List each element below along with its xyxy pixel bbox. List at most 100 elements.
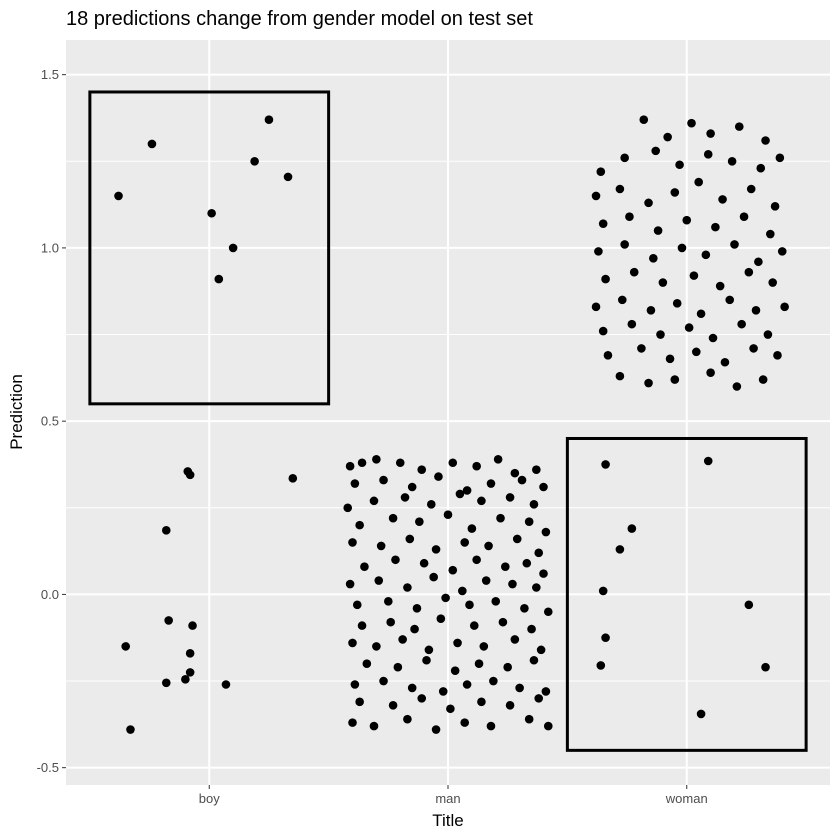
data-point-woman: [773, 351, 782, 360]
data-point-man: [374, 576, 384, 585]
data-point-man: [512, 534, 522, 544]
data-point-man: [508, 579, 517, 589]
data-point-man: [510, 635, 520, 644]
data-point-woman: [670, 375, 680, 384]
data-point-man: [491, 597, 501, 606]
data-point-man: [460, 538, 470, 547]
data-point-woman: [601, 274, 610, 284]
data-point-man: [419, 558, 429, 568]
y-tick-label: 1.5: [41, 67, 59, 82]
data-point-man: [345, 579, 355, 589]
data-point-man: [407, 683, 417, 693]
data-point-woman: [725, 295, 735, 305]
x-tick-label-man: man: [435, 791, 460, 806]
data-point-woman: [711, 222, 720, 232]
data-point-man: [472, 555, 481, 565]
data-point-man: [417, 465, 427, 474]
data-point-man: [458, 586, 467, 596]
data-point-man: [515, 683, 524, 693]
data-point-man: [372, 454, 381, 464]
data-point-woman: [625, 212, 634, 222]
data-point-woman: [620, 240, 629, 249]
data-point-man: [410, 624, 419, 634]
data-point-woman: [701, 250, 711, 260]
data-point-man: [539, 482, 548, 492]
data-point-woman: [646, 305, 656, 315]
data-point-man: [348, 538, 357, 547]
data-point-woman: [730, 240, 739, 249]
data-point-boy: [264, 115, 274, 124]
data-point-man: [426, 500, 436, 509]
data-point-man: [357, 621, 367, 630]
data-point-woman: [603, 351, 613, 360]
data-point-woman: [761, 662, 770, 672]
data-point-woman: [675, 160, 684, 170]
data-point-man: [345, 461, 355, 471]
data-point-man: [467, 524, 477, 533]
data-point-man: [450, 666, 460, 675]
data-point-man: [355, 697, 364, 707]
data-point-woman: [672, 299, 682, 308]
data-point-man: [524, 714, 534, 724]
data-point-boy: [114, 191, 123, 201]
data-point-man: [493, 454, 503, 464]
data-point-man: [348, 718, 357, 727]
data-point-man: [350, 479, 360, 488]
data-point-man: [534, 548, 544, 558]
data-point-woman: [637, 344, 646, 353]
data-point-woman: [596, 167, 606, 176]
data-point-woman: [601, 633, 610, 643]
data-point-man: [393, 662, 403, 672]
data-point-woman: [598, 219, 608, 228]
data-point-woman: [677, 243, 687, 253]
data-point-man: [388, 513, 398, 523]
data-point-woman: [649, 254, 658, 263]
data-point-man: [355, 520, 364, 530]
data-point-woman: [768, 278, 777, 287]
data-point-man: [431, 545, 441, 554]
data-point-woman: [617, 295, 627, 305]
data-point-man: [424, 645, 434, 655]
data-point-woman: [653, 226, 663, 235]
data-point-man: [496, 513, 505, 523]
data-point-woman: [658, 278, 668, 287]
data-point-man: [448, 565, 458, 575]
data-point-man: [479, 642, 489, 651]
data-point-man: [403, 583, 412, 592]
data-point-man: [543, 607, 553, 617]
data-point-man: [434, 472, 443, 481]
data-point-man: [486, 721, 496, 731]
data-point-boy: [126, 725, 135, 734]
data-point-woman: [665, 354, 675, 364]
data-point-man: [469, 621, 479, 630]
data-point-boy: [121, 642, 130, 651]
data-point-woman: [749, 344, 758, 353]
data-point-boy: [221, 680, 231, 689]
data-point-woman: [708, 333, 718, 343]
data-point-woman: [766, 229, 775, 239]
data-point-man: [472, 461, 481, 471]
x-axis: boy man woman: [199, 785, 708, 806]
data-point-woman: [706, 368, 715, 377]
data-point-woman: [692, 347, 701, 357]
data-point-man: [369, 721, 379, 731]
data-point-boy: [283, 172, 293, 182]
y-tick-label: 0.0: [41, 587, 59, 602]
data-point-man: [436, 614, 446, 623]
data-point-woman: [644, 378, 653, 388]
data-point-woman: [703, 150, 713, 159]
data-point-man: [477, 697, 486, 707]
x-tick-label-woman: woman: [665, 791, 708, 806]
x-axis-title: Title: [432, 811, 464, 830]
data-point-woman: [651, 146, 661, 156]
data-point-boy: [164, 616, 173, 625]
data-point-woman: [591, 302, 601, 312]
data-point-boy: [185, 649, 195, 658]
data-point-woman: [737, 319, 746, 329]
data-point-woman: [734, 122, 744, 131]
y-axis-title: Prediction: [7, 374, 26, 450]
data-point-man: [484, 541, 493, 551]
data-point-man: [405, 534, 415, 544]
data-point-woman: [744, 267, 754, 277]
data-point-woman: [596, 661, 606, 670]
